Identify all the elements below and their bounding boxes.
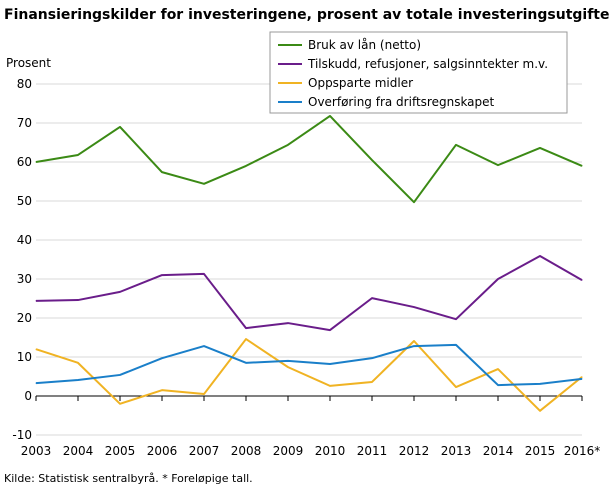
data-point [77,379,79,381]
data-point [203,273,205,275]
series-line [35,254,583,332]
x-tick-label: 2006 [147,444,178,458]
data-point [329,115,331,117]
data-point [119,126,121,128]
y-tick-label: 30 [17,272,32,286]
data-point [455,344,457,346]
data-point [539,147,541,149]
x-tick-label: 2012 [399,444,430,458]
x-tick-label: 2015 [525,444,556,458]
y-tick-label: 10 [17,350,32,364]
x-tick-label: 2014 [483,444,514,458]
data-point [539,410,541,412]
data-point [287,144,289,146]
data-point [329,329,331,331]
data-point [497,368,499,370]
y-tick-label: 60 [17,155,32,169]
data-point [413,201,415,203]
y-tick-label: 50 [17,194,32,208]
series-line [35,114,583,204]
legend-label: Bruk av lån (netto) [308,38,421,52]
data-point [161,171,163,173]
legend: Bruk av lån (netto) Tilskudd, refusjoner,… [269,31,568,114]
data-point [35,382,37,384]
y-tick-label: 40 [17,233,32,247]
y-tick-label: 70 [17,116,32,130]
x-tick-label: 2009 [273,444,304,458]
data-point [35,161,37,163]
data-point [413,306,415,308]
data-point [455,386,457,388]
data-point [245,338,247,340]
x-tick-label: 2005 [105,444,136,458]
source-note: Kilde: Statistisk sentralbyrå. * Foreløp… [4,472,253,485]
legend-label: Overføring fra driftsregnskapet [308,95,495,109]
data-point [371,381,373,383]
data-point [203,345,205,347]
data-point [539,383,541,385]
data-point [371,159,373,161]
data-point [119,291,121,293]
y-tick-label: 80 [17,77,32,91]
data-point [497,164,499,166]
x-tick-label: 2008 [231,444,262,458]
data-point [203,393,205,395]
data-point [329,363,331,365]
data-point [329,385,331,387]
data-point [77,154,79,156]
data-point [413,340,415,342]
x-tick-label: 2013 [441,444,472,458]
data-point [245,327,247,329]
y-tick-label: 0 [24,389,32,403]
data-point [497,384,499,386]
data-point [581,165,583,167]
legend-label: Oppsparte midler [308,76,413,90]
x-tick-label: 2004 [63,444,94,458]
series-line [35,338,583,412]
data-point [581,279,583,281]
data-point [161,274,163,276]
x-tick-label: 2003 [21,444,52,458]
data-point [203,183,205,185]
data-point [497,278,499,280]
data-point [371,297,373,299]
y-tick-label: -10 [12,428,32,442]
x-tick-label: 2007 [189,444,220,458]
data-point [287,366,289,368]
data-point [77,362,79,364]
data-point [77,299,79,301]
data-point [245,362,247,364]
data-point [413,345,415,347]
x-tick-label: 2010 [315,444,346,458]
data-point [161,389,163,391]
legend-box [269,31,568,114]
legend-label: Tilskudd, refusjoner, salgsinntekter m.v… [307,57,548,71]
data-point [35,348,37,350]
data-point [245,165,247,167]
series-line [35,343,583,387]
data-point [539,255,541,257]
data-point [161,357,163,359]
y-axis-label: Prosent [6,56,51,70]
data-point [371,357,373,359]
x-tick-label: 2016* [564,444,601,458]
data-point [119,374,121,376]
data-point [581,378,583,380]
data-point [455,144,457,146]
data-point [455,318,457,320]
data-point [119,403,121,405]
data-point [287,322,289,324]
data-point [287,360,289,362]
y-tick-label: 20 [17,311,32,325]
data-point [581,376,583,378]
x-tick-label: 2011 [357,444,388,458]
chart-title: Finansieringskilder for investeringene, … [4,7,609,23]
data-point [35,300,37,302]
